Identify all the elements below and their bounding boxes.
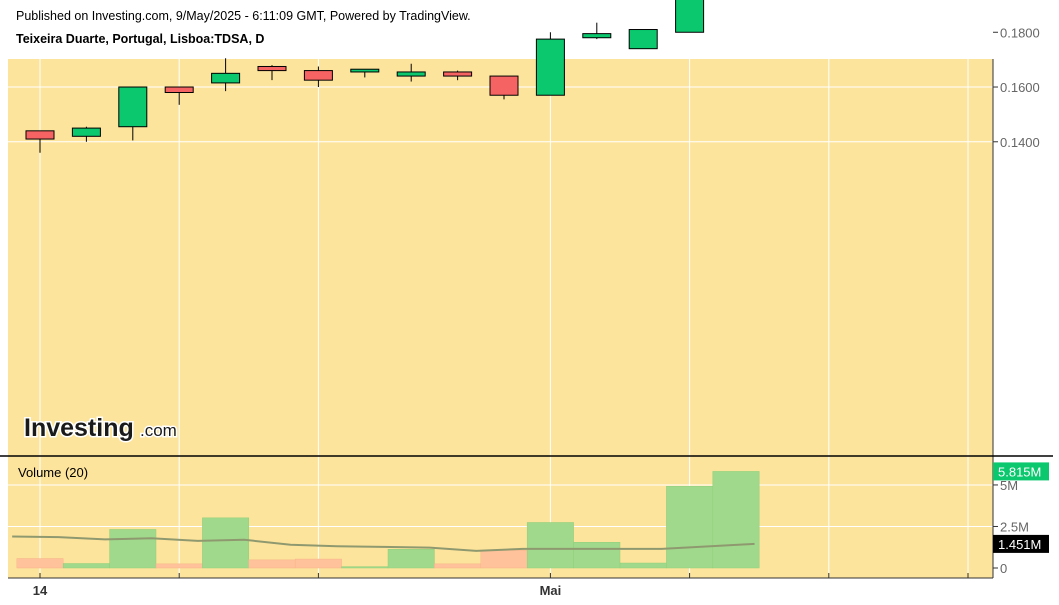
volume-bar	[526, 522, 574, 569]
price-tick-label: 0.1800	[1000, 25, 1040, 40]
candle-body	[350, 68, 380, 73]
volume-bar	[155, 563, 203, 569]
volume-moving-average	[12, 535, 755, 552]
volume-tick-label: 2.5M	[1000, 519, 1029, 534]
volume-ma-line	[12, 535, 755, 552]
volume-bar	[573, 542, 621, 569]
candles	[25, 0, 705, 153]
logo-suffix-text: .com	[140, 421, 177, 440]
volume-bar	[62, 563, 110, 569]
volume-bar	[434, 563, 482, 569]
plot-area	[8, 59, 993, 578]
logo-main-text: Investing	[24, 414, 134, 442]
volume-bar	[109, 529, 157, 569]
candle-body	[211, 72, 241, 84]
candle-body	[628, 29, 658, 50]
volume-bar	[202, 517, 250, 569]
last-ma-badge-label: 1.451M	[998, 537, 1041, 552]
candle-body	[118, 86, 148, 128]
candle-body	[535, 38, 565, 96]
candle-body	[396, 71, 426, 77]
candle-body	[303, 70, 333, 81]
price-tick-label: 0.1400	[1000, 135, 1040, 150]
volume-bar	[666, 486, 714, 569]
price-tick-label: 0.1600	[1000, 80, 1040, 95]
candle-body	[443, 71, 473, 77]
volume-tick-label: 5M	[1000, 478, 1018, 493]
volume-pane-title: Volume (20)	[18, 465, 88, 480]
candle-body	[25, 130, 55, 140]
volume-bar	[341, 566, 389, 569]
last-ma-badge	[993, 534, 1049, 553]
axis-labels: 0.14000.16000.18000.20000.220002.5M5M14M…	[33, 25, 1049, 598]
time-tick-label: Mai	[540, 583, 562, 598]
volume-bar	[294, 558, 342, 569]
volume-bar	[712, 471, 760, 569]
candle-body	[257, 65, 287, 72]
candle-body	[582, 33, 612, 39]
volume-tick-label: 0	[1000, 561, 1007, 576]
investing-logo: Investing .com	[23, 413, 179, 444]
volume-bar	[248, 559, 296, 569]
candle-body	[675, 0, 705, 33]
chart-background	[8, 59, 993, 578]
candle-body	[164, 86, 194, 93]
volume-bars	[16, 471, 760, 569]
symbol-title: Teixeira Duarte, Portugal, Lisboa:TDSA, …	[16, 32, 265, 46]
candle-body	[489, 75, 519, 96]
published-line: Published on Investing.com, 9/May/2025 -…	[16, 9, 471, 23]
last-volume-badge	[993, 462, 1049, 481]
volume-bar	[16, 558, 64, 569]
last-volume-badge-label: 5.815M	[998, 464, 1041, 479]
time-tick-label: 14	[33, 583, 48, 598]
volume-bar	[619, 562, 667, 569]
volume-bar	[387, 548, 435, 569]
volume-bar	[480, 549, 528, 569]
candle-body	[71, 127, 101, 137]
